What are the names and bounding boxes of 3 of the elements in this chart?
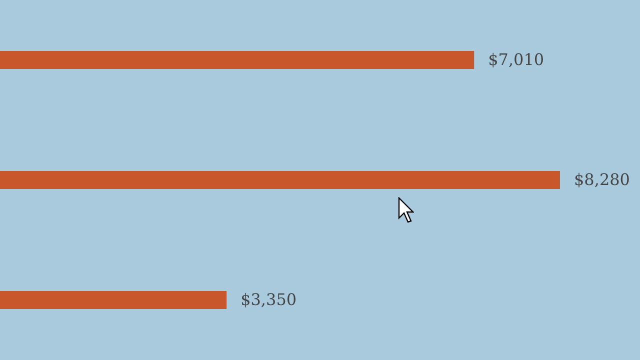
data-label: $7,010 <box>488 50 544 69</box>
data-label: $3,350 <box>240 290 297 309</box>
data-label: $8,280 <box>574 170 630 189</box>
